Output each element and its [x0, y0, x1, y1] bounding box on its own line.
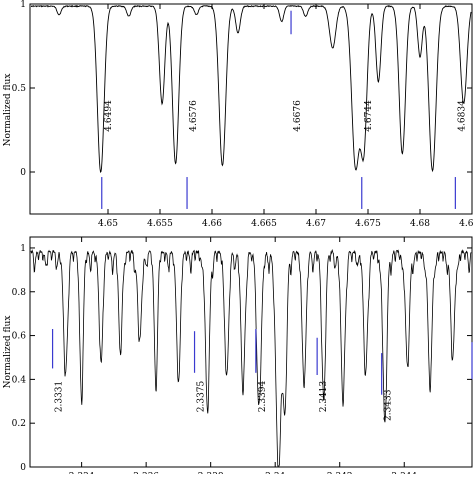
- marker-label: 2.3331: [55, 381, 65, 413]
- x-tick-label: 4.685: [459, 219, 474, 229]
- bottom-x-axis: 2.3342.3362.3382.342.3422.344: [69, 237, 417, 479]
- top-spectrum-panel: 4.6494 4.6576 4.6676 4.6744 4.6834 4.65 4.655…: [3, 0, 474, 229]
- y-tick-label: 0: [20, 463, 26, 473]
- marker-label: 2.3394: [258, 380, 268, 412]
- x-tick-label: 4.67: [306, 219, 326, 229]
- y-tick-label: 1: [20, 244, 26, 254]
- top-y-axis-label: Normalized flux: [3, 74, 13, 147]
- x-tick-label: 4.655: [147, 219, 173, 229]
- x-tick-label: 4.65: [98, 219, 118, 229]
- y-tick-label: 0.8: [12, 288, 27, 298]
- top-y-axis: 00.51: [12, 0, 472, 178]
- x-tick-label: 4.68: [410, 219, 430, 229]
- top-plot-frame: [29, 3, 473, 215]
- bottom-y-axis-label: Normalized flux: [3, 316, 13, 389]
- y-tick-label: 0.4: [12, 375, 27, 385]
- bottom-plot-frame: [29, 236, 473, 468]
- top-flux-line: [31, 4, 472, 173]
- y-tick-label: 0.2: [12, 419, 26, 429]
- y-tick-label: 1: [20, 0, 26, 10]
- y-tick-label: 0: [20, 168, 26, 178]
- marker-label: 4.6576: [189, 100, 199, 132]
- marker-label: 4.6494: [104, 100, 114, 132]
- bottom-y-axis: 0 0.2 0.4 0.6 0.8 1: [12, 244, 472, 473]
- marker-label: 4.6834: [457, 100, 467, 132]
- bottom-flux-line: [30, 249, 472, 467]
- y-tick-label: 0.6: [12, 332, 27, 342]
- x-tick-label: 4.675: [355, 219, 381, 229]
- top-x-axis: 4.65 4.655 4.66 4.665 4.67 4.675 4.68 4.685: [98, 4, 474, 229]
- marker-label: 4.6744: [364, 100, 374, 132]
- x-tick-label: 4.66: [202, 219, 222, 229]
- top-line-markers: 4.6494 4.6576 4.6676 4.6744 4.6834: [101, 10, 467, 209]
- x-tick-label: 4.665: [251, 219, 277, 229]
- marker-label: 2.3433: [384, 389, 394, 421]
- marker-label: 4.6676: [293, 100, 303, 132]
- y-tick-label: 0.5: [12, 84, 27, 94]
- marker-label: 2.3375: [197, 380, 207, 412]
- marker-label: 2.3413: [319, 380, 329, 412]
